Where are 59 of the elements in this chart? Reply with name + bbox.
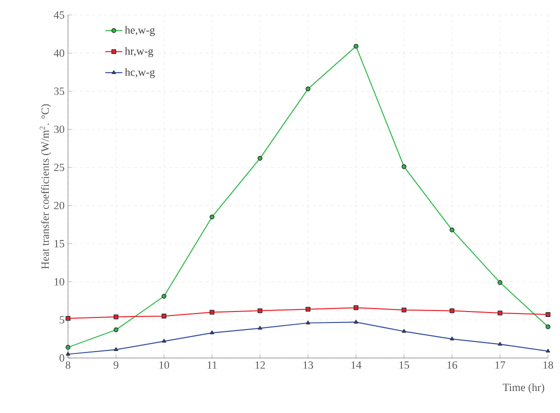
y-tick-label: 15 — [54, 240, 64, 248]
y-tick-label: 40 — [54, 49, 64, 57]
point — [66, 352, 70, 356]
x-tick-label: 16 — [447, 361, 458, 369]
point — [354, 320, 358, 324]
y-tick-label: 5 — [60, 316, 64, 324]
x-tick-label: 18 — [543, 361, 554, 369]
point — [498, 342, 502, 346]
y-tick-label: 35 — [54, 88, 64, 95]
point — [210, 310, 214, 315]
x-tick-label: 8 — [66, 361, 70, 369]
x-tick-label: 9 — [114, 361, 118, 369]
point — [306, 86, 310, 92]
point — [450, 336, 454, 340]
point — [546, 324, 550, 330]
point — [258, 156, 262, 161]
y-axis-title: Heat transfer coefficients (W/m$^{2}$. °C) — [40, 104, 52, 269]
point — [114, 327, 118, 332]
point — [402, 328, 406, 333]
x-tick-label: 14 — [351, 361, 362, 369]
y-tick-label: 20 — [54, 202, 64, 210]
x-axis-title: Time (hr) — [502, 383, 544, 394]
point — [210, 330, 214, 334]
point — [66, 344, 70, 350]
point — [498, 310, 502, 316]
point — [354, 305, 358, 310]
point — [162, 338, 166, 343]
point — [546, 348, 550, 353]
point — [258, 308, 262, 314]
point — [66, 316, 70, 321]
y-tick-label: 30 — [54, 126, 64, 134]
x-tick-label: 10 — [159, 361, 170, 369]
x-tick-label: 11 — [208, 361, 217, 369]
x-tick-label: 12 — [255, 361, 265, 369]
point — [162, 314, 166, 318]
point — [114, 347, 118, 352]
point — [114, 314, 118, 320]
y-tick-label: 45 — [54, 11, 64, 19]
point — [498, 280, 502, 285]
x-tick-label: 15 — [399, 361, 410, 369]
point — [306, 320, 310, 324]
point — [354, 44, 358, 49]
point — [402, 308, 406, 312]
point — [546, 312, 550, 317]
point — [162, 294, 166, 299]
legend-label: hc,w-g — [124, 68, 155, 78]
x-tick-label: 13 — [303, 361, 314, 369]
legend-label: he,w-g — [124, 26, 155, 36]
point — [210, 214, 214, 220]
legend-label: hr,w-g — [124, 47, 154, 58]
point — [402, 164, 406, 170]
point — [306, 306, 310, 312]
y-tick-label: 25 — [54, 164, 64, 172]
point — [450, 228, 454, 232]
y-tick-label: 10 — [54, 278, 64, 286]
point — [450, 308, 454, 314]
x-tick-label: 17 — [495, 361, 506, 369]
point — [258, 326, 262, 330]
y-tick-label: 0 — [60, 354, 64, 362]
